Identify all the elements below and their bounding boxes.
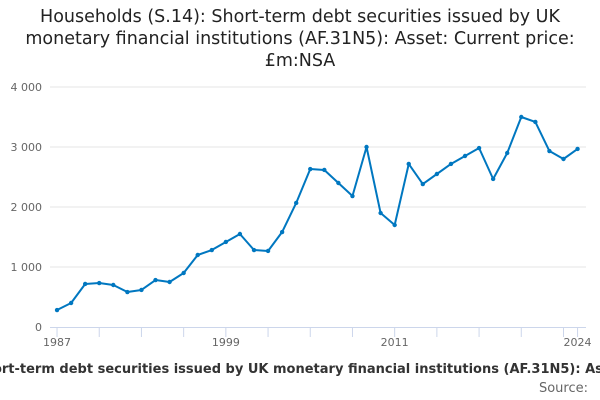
data-point (68, 300, 74, 306)
data-point (490, 176, 496, 182)
data-point (82, 281, 88, 287)
data-point (293, 200, 299, 206)
data-point (125, 289, 130, 295)
y-tick-label: 2 000 (11, 201, 43, 214)
x-tick-label: 1999 (212, 336, 240, 349)
data-point (434, 171, 440, 177)
data-point (251, 247, 257, 253)
legend-item[interactable]: Short-term debt securities issued by UK … (0, 362, 600, 377)
x-tick-label: 2011 (381, 336, 409, 349)
data-point (336, 180, 341, 186)
data-point (420, 181, 426, 187)
data-point (97, 280, 102, 286)
data-point (448, 161, 454, 167)
legend[interactable]: Short-term debt securities issued by UK … (0, 362, 600, 377)
data-point (111, 282, 116, 288)
data-point (195, 252, 200, 258)
data-point (279, 229, 285, 235)
data-point (364, 144, 369, 150)
data-point (139, 287, 144, 293)
data-point (167, 279, 172, 285)
data-point (505, 150, 510, 156)
data-point (209, 247, 214, 253)
data-point (533, 119, 538, 125)
data-point (322, 167, 327, 173)
data-point (223, 239, 229, 245)
data-point (519, 114, 524, 120)
y-tick-label: 4 000 (11, 81, 43, 94)
data-point (54, 307, 60, 313)
data-point (308, 166, 313, 172)
y-tick-label: 3 000 (11, 141, 43, 154)
data-point (350, 193, 355, 199)
data-point (406, 161, 411, 167)
data-point (547, 148, 552, 154)
source-label: Source: (538, 381, 588, 396)
data-point (392, 222, 397, 228)
data-point (462, 153, 468, 159)
data-point (237, 231, 243, 237)
data-point (476, 145, 482, 151)
y-tick-label: 1 000 (11, 261, 43, 274)
data-point (153, 277, 158, 283)
data-point (265, 248, 271, 254)
data-point (378, 210, 383, 216)
chart-title: Households (S.14): Short-term debt secur… (25, 7, 575, 71)
series-line (56, 116, 579, 311)
data-point (575, 146, 580, 152)
data-point (181, 270, 186, 276)
x-tick-label: 2024 (564, 336, 592, 349)
y-tick-label: 0 (35, 321, 42, 334)
x-tick-label: 1987 (43, 336, 71, 349)
data-point (561, 156, 566, 162)
